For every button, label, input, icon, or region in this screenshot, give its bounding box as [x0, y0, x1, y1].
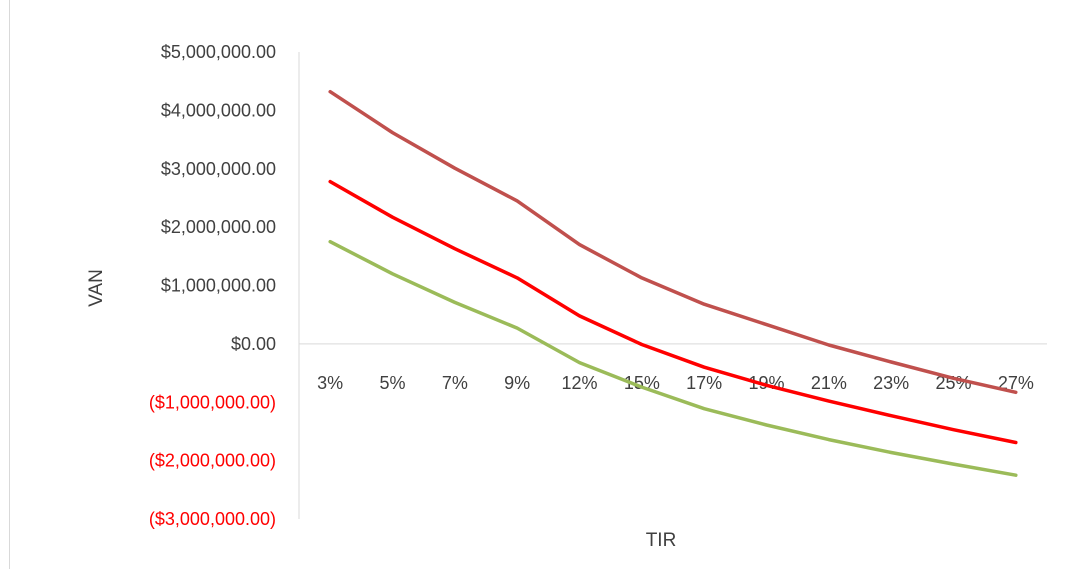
x-tick-label: 23%	[873, 373, 909, 393]
y-tick-label: $2,000,000.00	[161, 217, 276, 237]
y-tick-label: ($1,000,000.00)	[149, 392, 276, 412]
x-tick-label: 7%	[442, 373, 468, 393]
x-tick-label: 3%	[317, 373, 343, 393]
y-axis: $5,000,000.00 $4,000,000.00 $3,000,000.00 $…	[149, 42, 299, 529]
series-line-3	[330, 242, 1016, 476]
y-tick-label: ($2,000,000.00)	[149, 451, 276, 471]
x-tick-label: 17%	[686, 373, 722, 393]
x-tick-label: 5%	[379, 373, 405, 393]
x-axis-title: TIR	[646, 530, 677, 551]
y-tick-label: $3,000,000.00	[161, 159, 276, 179]
x-tick-label: 9%	[504, 373, 530, 393]
x-tick-label: 21%	[811, 373, 847, 393]
y-tick-label: $4,000,000.00	[161, 100, 276, 120]
y-tick-label: $1,000,000.00	[161, 276, 276, 296]
series-line-2	[330, 182, 1016, 443]
series-line-1	[330, 92, 1016, 393]
y-tick-label: $0.00	[231, 334, 276, 354]
x-tick-label: 12%	[561, 373, 597, 393]
y-axis-title: VAN	[86, 269, 107, 307]
y-tick-label: $5,000,000.00	[161, 42, 276, 62]
series-layer	[330, 92, 1016, 476]
x-axis: 3% 5% 7% 9% 12% 15% 17% 19% 21% 23% 25% 27%	[299, 344, 1047, 393]
y-tick-label: ($3,000,000.00)	[149, 509, 276, 529]
